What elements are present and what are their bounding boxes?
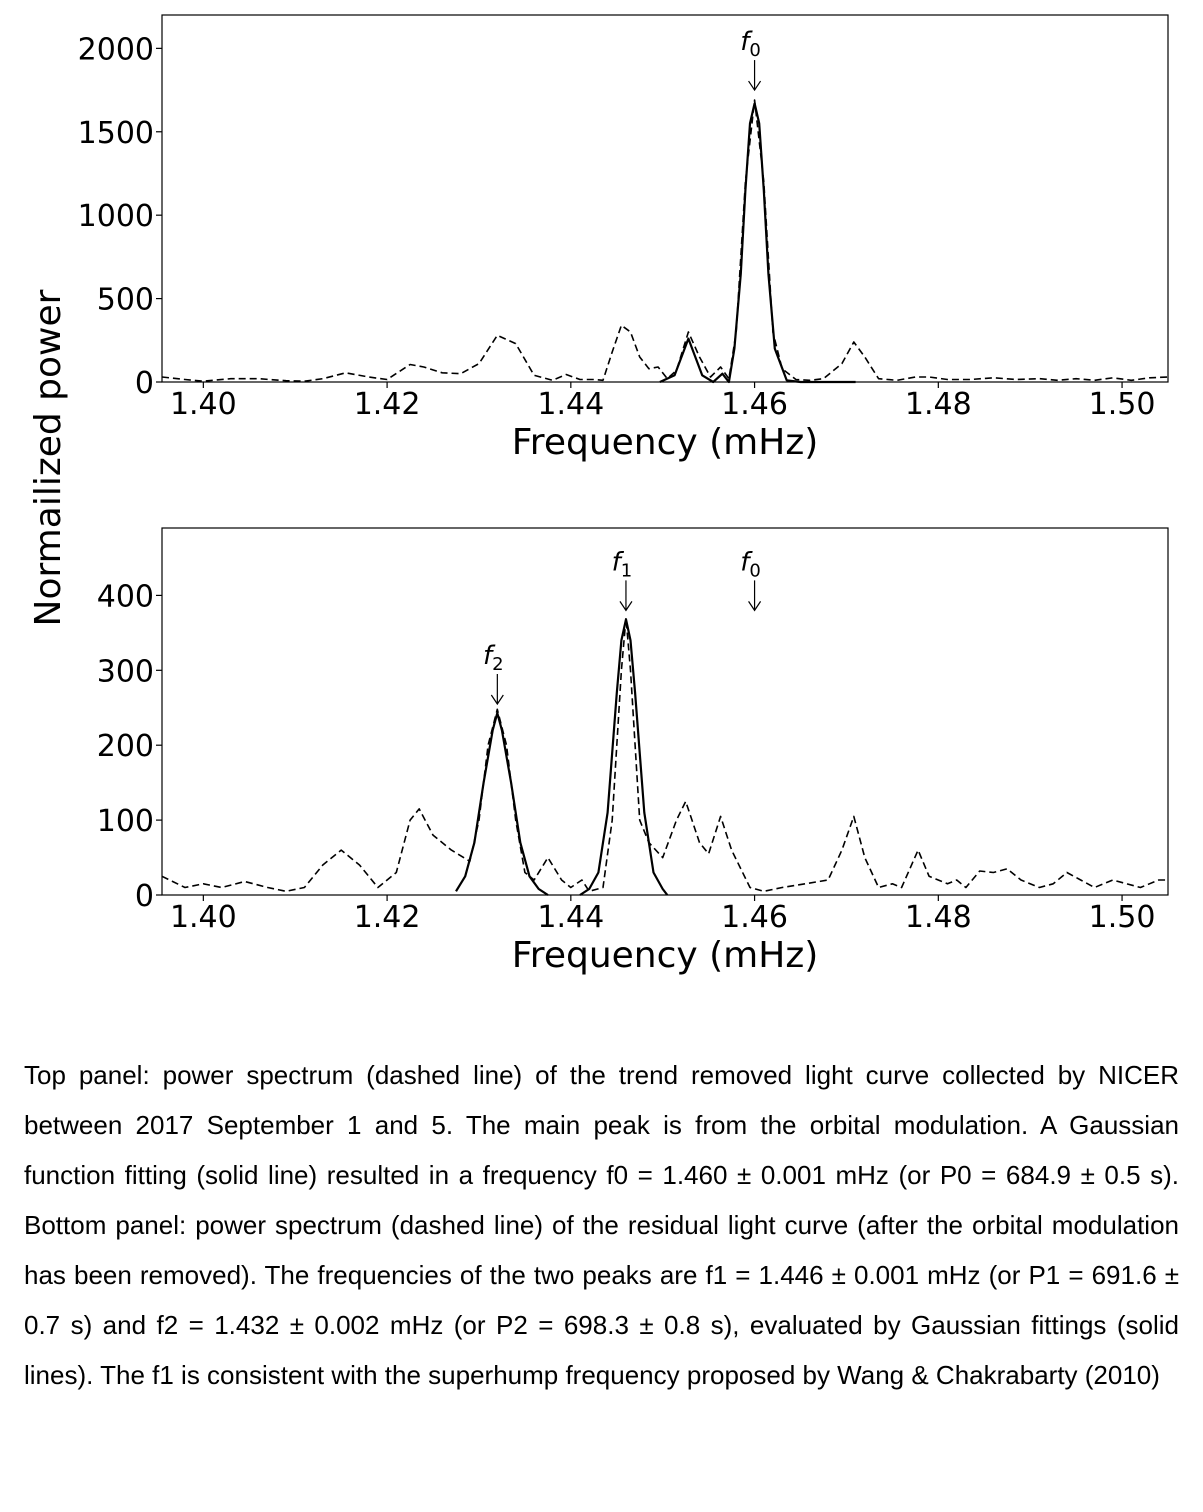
bottom-y-tick-label: 0 — [135, 879, 154, 914]
bottom-x-axis-label: Frequency (mHz) — [512, 935, 819, 976]
bottom-x-tick-label: 1.40 — [170, 900, 237, 935]
bottom-x-tick-label: 1.50 — [1089, 900, 1156, 935]
top-x-tick-label: 1.40 — [170, 387, 237, 422]
bottom-x-tick-label: 1.44 — [537, 900, 604, 935]
top-y-tick-label: 1500 — [78, 116, 154, 151]
top-power-spectrum-line-0 — [161, 99, 1169, 382]
top-x-tick-label: 1.42 — [354, 387, 421, 422]
bottom-gaussian-fit-line-2 — [579, 618, 669, 896]
bottom-peak-arrowhead — [748, 601, 762, 612]
y-axis-label: Normailized power — [28, 289, 69, 626]
bottom-x-tick-label: 1.46 — [721, 900, 788, 935]
bottom-x-tick-label: 1.48 — [905, 900, 972, 935]
bottom-gaussian-fit-line-1 — [455, 711, 549, 896]
bottom-peak-label-f0: f0 — [740, 547, 761, 581]
bottom-peak-arrowhead — [619, 601, 633, 612]
top-x-tick-label: 1.46 — [721, 387, 788, 422]
bottom-y-tick-label: 300 — [97, 654, 154, 689]
top-y-tick-label: 2000 — [78, 32, 154, 67]
top-x-axis-label: Frequency (mHz) — [512, 422, 819, 463]
bottom-peak-label-f2: f2 — [483, 641, 504, 675]
figure-caption: Top panel: power spectrum (dashed line) … — [24, 1060, 1179, 1390]
top-y-tick-label: 0 — [135, 366, 154, 401]
bottom-plot-frame — [161, 527, 1169, 896]
bottom-peak-label-f1: f1 — [612, 547, 633, 581]
top-x-tick-label: 1.44 — [537, 387, 604, 422]
top-gaussian-fit-line-1 — [659, 102, 856, 384]
top-x-tick-label: 1.50 — [1089, 387, 1156, 422]
top-y-tick-label: 1000 — [78, 199, 154, 234]
top-y-tick-label: 500 — [97, 283, 154, 318]
bottom-y-tick-label: 100 — [97, 804, 154, 839]
figure: Normailized power 1.40 1.42 1.44 1.46 1.48 1.… — [28, 14, 1169, 976]
top-peak-label-f0: f0 — [740, 27, 761, 61]
top-plot-frame — [161, 14, 1169, 383]
top-x-tick-label: 1.48 — [905, 387, 972, 422]
bottom-y-tick-label: 200 — [97, 729, 154, 764]
bottom-peak-arrowhead — [490, 694, 504, 706]
bottom-power-spectrum-line-0 — [161, 617, 1168, 893]
top-peak-arrowhead — [748, 80, 762, 92]
bottom-x-tick-label: 1.42 — [354, 900, 421, 935]
bottom-y-tick-label: 400 — [97, 579, 154, 614]
